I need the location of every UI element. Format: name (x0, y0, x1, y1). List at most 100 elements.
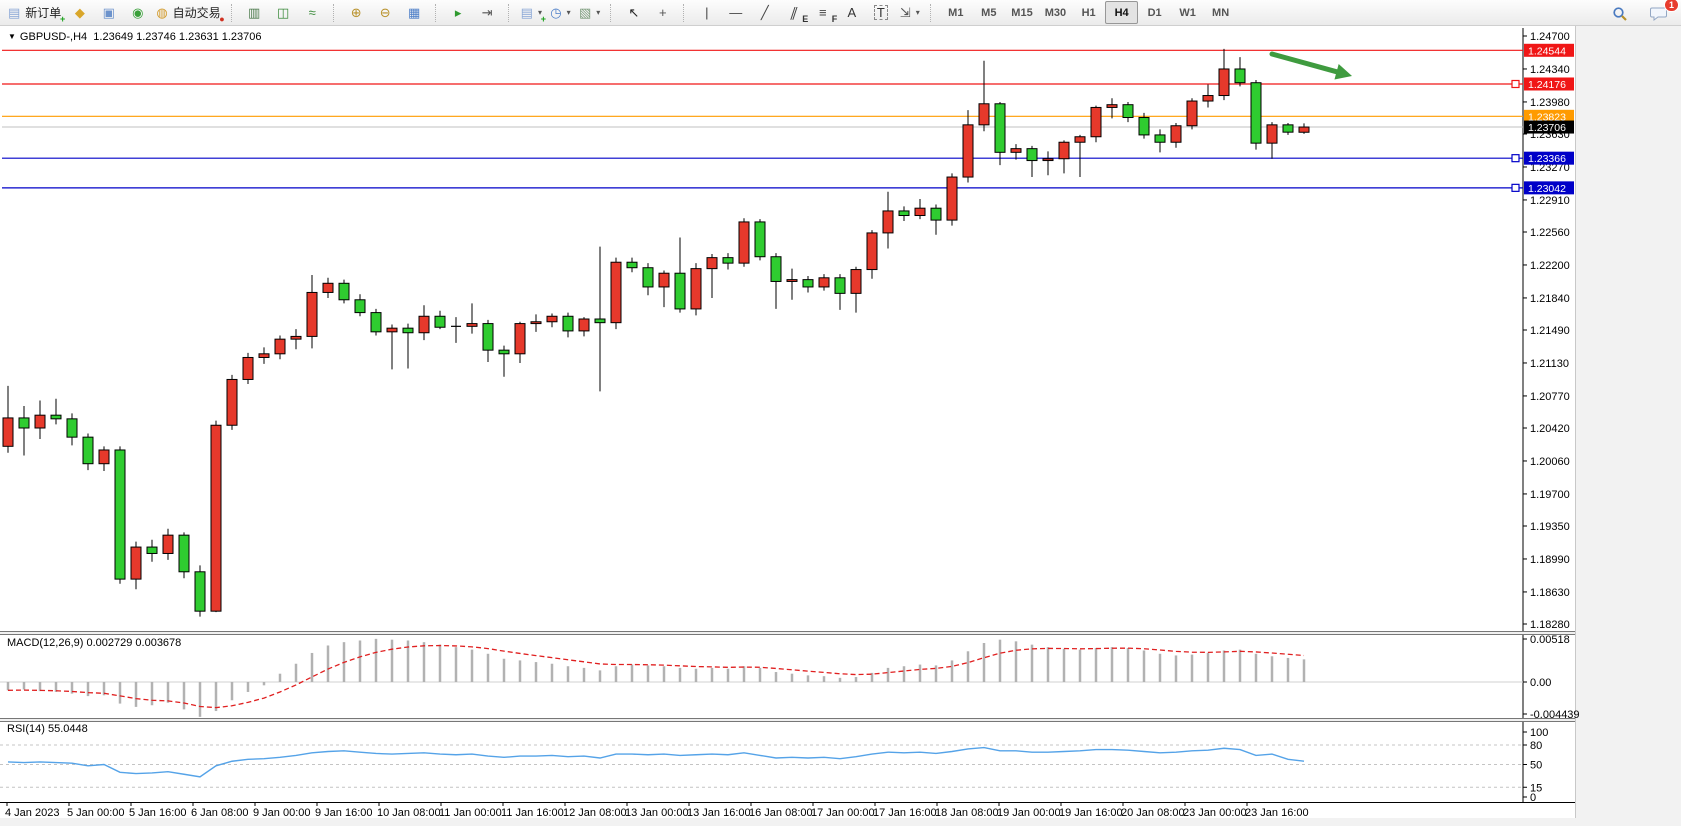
time-tick-label: 9 Jan 16:00 (315, 807, 373, 819)
chart-shift-icon: ⇥ (481, 5, 493, 20)
autotrading-button[interactable]: ◍ ● 自动交易 (152, 1, 224, 24)
candle-down (770, 256, 782, 282)
candle-up (1202, 95, 1214, 102)
ohlc-bars-icon: ▥ (248, 5, 261, 20)
rsi-indicator-label: RSI(14) 55.0448 (7, 723, 88, 735)
candle-up (290, 335, 302, 340)
line-handle[interactable] (1511, 154, 1520, 163)
fibonacci-button[interactable]: ≡ F (808, 1, 837, 24)
tile-windows-button[interactable]: ▦ (400, 1, 429, 24)
profiles-button[interactable]: ◷ ▾ (546, 1, 575, 24)
timeframe-h4[interactable]: H4 (1105, 1, 1139, 24)
candle-down (1122, 104, 1134, 119)
price-tag (1524, 109, 1574, 123)
crosshair-icon: + (659, 5, 667, 20)
toolbar: ▤ + 新订单 ◆ ▣ ◉ ◍ ● 自动交易 ▥ ◫ ≈ ⊕ ⊖ ▦ ▸ ⇥ ▤ + ▾ ◷ ▾ ▧ ▾ ↖ + | — ╱ ∥ E ≡ F A T… (0, 0, 1681, 26)
candle-down (50, 414, 62, 420)
timeframe-mn[interactable]: MN (1212, 6, 1230, 19)
candle-up (962, 124, 974, 178)
autoscroll-button[interactable]: ▸ (444, 1, 473, 24)
time-tick-label: 11 Jan 00:00 (439, 807, 502, 819)
candle-down (562, 315, 574, 332)
line-handle[interactable] (1511, 183, 1520, 192)
time-tick-label: 17 Jan 16:00 (873, 807, 937, 819)
vertical-line-button[interactable]: | (692, 1, 721, 24)
timeframe-m5[interactable]: M5 (981, 6, 997, 19)
symbol-dropdown-icon[interactable]: ▼ (8, 32, 16, 41)
time-tick-label: 5 Jan 00:00 (67, 807, 125, 819)
candlestick-chart-button[interactable]: ◫ (269, 1, 298, 24)
text-label-button[interactable]: T (866, 1, 895, 24)
channel-button[interactable]: ∥ E (779, 1, 808, 24)
channel-icon-overlay: E (802, 14, 809, 24)
chart-ohlc-values: 1.23649 1.23746 1.23631 1.23706 (93, 31, 262, 43)
virtual-hosting-button[interactable]: ▣ (94, 1, 123, 24)
clock-icon: ◷ (550, 5, 562, 20)
candle-up (1218, 68, 1230, 97)
autotrade-pot-icon-overlay: ● (219, 14, 225, 24)
time-tick-label: 23 Jan 00:00 (1183, 807, 1247, 819)
vertical-line-icon: | (705, 5, 709, 20)
zoom-in-icon: ⊕ (350, 5, 362, 20)
chart-shift-button[interactable]: ⇥ (473, 1, 502, 24)
zoom-out-button[interactable]: ⊖ (371, 1, 400, 24)
candle-up (34, 414, 46, 429)
horizontal-line-button[interactable]: — (721, 1, 750, 24)
price-tick-label: 1.19700 (1530, 489, 1570, 501)
candle-up (466, 323, 478, 327)
arrows-icon: ⇲ (899, 5, 911, 20)
trendline-button[interactable]: ╱ (750, 1, 779, 24)
timeframe-w1[interactable]: W1 (1179, 6, 1196, 19)
line-chart-icon: ≈ (308, 5, 316, 20)
text-button[interactable]: A (837, 1, 866, 24)
candle-down (370, 312, 382, 333)
search-button[interactable] (1605, 2, 1634, 25)
candle-down (498, 349, 510, 355)
new-order-button[interactable]: ▤ + 新订单 (4, 1, 65, 24)
candle-up (818, 277, 830, 288)
text-icon: A (847, 5, 857, 20)
trend-arrow-head[interactable] (1334, 64, 1352, 80)
bar-chart-button[interactable]: ▥ (240, 1, 269, 24)
line-handle[interactable] (1511, 79, 1520, 89)
notification-badge: 1 (1663, 0, 1679, 12)
toolbar-separator (332, 3, 338, 22)
candle-down (178, 534, 190, 573)
new-chart-button[interactable]: ▤ + ▾ (517, 1, 546, 24)
macd-tick-label: 0.00 (1530, 677, 1551, 689)
market-watch-button[interactable]: ◆ (65, 1, 94, 24)
arrows-button[interactable]: ⇲ ▾ (895, 1, 924, 24)
pane-splitter[interactable] (0, 718, 1575, 722)
timeframe-m30[interactable]: M30 (1044, 6, 1067, 19)
price-tag (1524, 151, 1574, 165)
macd-tick-label: 0.00518 (1530, 634, 1570, 646)
timeframe-m1[interactable]: M1 (948, 6, 964, 19)
templates-button[interactable]: ▧ ▾ (575, 1, 604, 24)
zoom-in-button[interactable]: ⊕ (342, 1, 371, 24)
candle-down (754, 221, 766, 258)
price-tick-label: 1.20060 (1530, 456, 1570, 468)
candle-down (594, 318, 606, 324)
toolbar-separator (930, 3, 935, 22)
toolbar-separator (230, 3, 236, 22)
timeframe-h1[interactable]: H1 (1081, 6, 1096, 19)
line-chart-button[interactable]: ≈ (298, 1, 327, 24)
rsi-tick-label: 100 (1530, 727, 1548, 739)
notifications-button[interactable]: 1 (1644, 0, 1679, 25)
price-tag (1524, 77, 1574, 91)
cursor-button[interactable]: ↖ (619, 1, 648, 24)
trend-arrow-shaft[interactable] (1269, 51, 1343, 76)
signals-button[interactable]: ◉ (123, 1, 152, 24)
toolbar-separator (434, 3, 440, 22)
timeframe-d1[interactable]: D1 (1147, 6, 1162, 19)
pane-splitter[interactable] (0, 631, 1575, 635)
chevron-down-icon: ▾ (537, 8, 542, 17)
crosshair-button[interactable]: + (648, 1, 677, 24)
timeframe-m15[interactable]: M15 (1011, 6, 1033, 19)
toolbar-separator (507, 3, 513, 22)
chart-symbol-period: GBPUSD-,H4 (19, 31, 88, 43)
price-tick-label: 1.21130 (1530, 358, 1569, 370)
candle-up (1106, 104, 1118, 108)
candle-up (610, 261, 622, 324)
